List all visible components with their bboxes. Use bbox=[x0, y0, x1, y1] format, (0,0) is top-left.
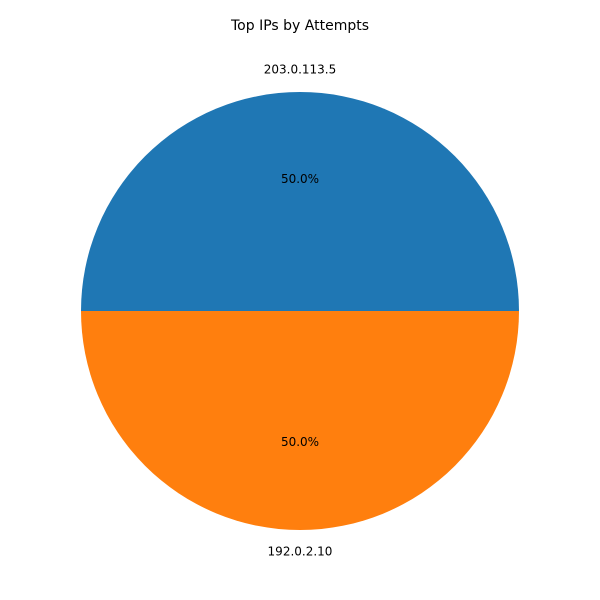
chart-title: Top IPs by Attempts bbox=[230, 18, 369, 34]
slice-percent-1: 50.0% bbox=[281, 172, 319, 186]
slice-percent-2: 50.0% bbox=[281, 435, 319, 449]
pie-slices bbox=[81, 92, 519, 530]
pie-slice-2 bbox=[81, 311, 519, 530]
pie-slice-1 bbox=[81, 92, 519, 311]
pie-labels: 203.0.113.5 50.0% 192.0.2.10 50.0% bbox=[264, 63, 337, 559]
slice-label-2: 192.0.2.10 bbox=[268, 544, 333, 558]
slice-label-1: 203.0.113.5 bbox=[264, 63, 337, 77]
